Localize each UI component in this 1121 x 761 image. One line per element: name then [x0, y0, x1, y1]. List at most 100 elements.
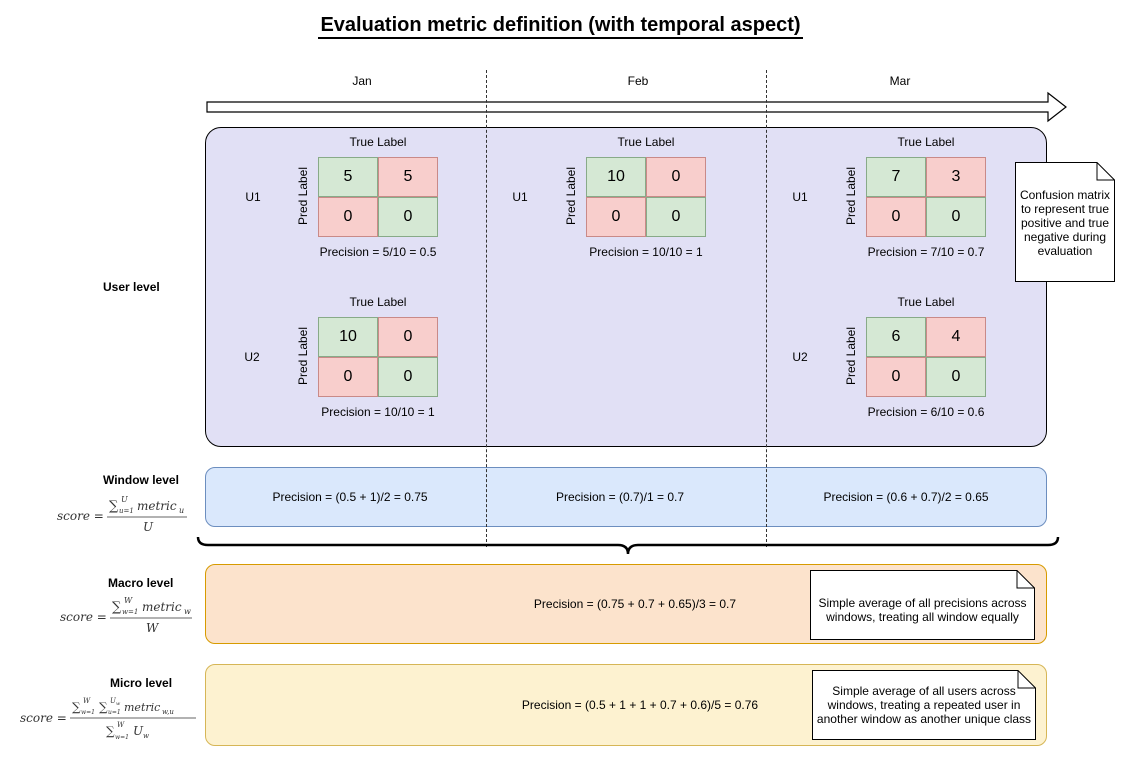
- mar-u2-pred-label: Pred Label: [844, 326, 858, 386]
- timeline-arrow: [206, 91, 1067, 123]
- window-feb-precision: Precision = (0.7)/1 = 0.7: [555, 490, 685, 504]
- micro-formula-sum1-sup: W: [83, 697, 91, 705]
- jan-u1-precision: Precision = 5/10 = 0.5: [319, 245, 437, 259]
- feb-u1-confusion-matrix: 10 0 0 0: [586, 157, 706, 237]
- macro-level-label: Macro level: [108, 576, 174, 590]
- diagram-title-text: Evaluation metric definition (with tempo…: [318, 14, 803, 39]
- jan-u1-cell-fp: 5: [378, 157, 438, 197]
- mar-u2-precision: Precision = 6/10 = 0.6: [867, 405, 985, 419]
- jan-u2-cell-tn: 0: [378, 357, 438, 397]
- mar-u1-confusion-matrix: 7 3 0 0: [866, 157, 986, 237]
- micro-formula-den-sum: ∑: [106, 724, 115, 738]
- window-formula-sum: ∑: [109, 499, 119, 514]
- jan-u2-pred-label: Pred Label: [296, 326, 310, 386]
- month-label-feb: Feb: [627, 74, 649, 88]
- jan-u1-cell-fn: 0: [318, 197, 378, 237]
- jan-u2-user-label: U2: [244, 350, 260, 364]
- macro-precision: Precision = (0.75 + 0.7 + 0.65)/3 = 0.7: [533, 597, 737, 611]
- feb-u1-cell-fp: 0: [646, 157, 706, 197]
- window-level-band: [205, 467, 1047, 527]
- mar-u1-precision: Precision = 7/10 = 0.7: [867, 245, 985, 259]
- mar-u2-cell-tp: 6: [866, 317, 926, 357]
- feb-u1-pred-label: Pred Label: [564, 166, 578, 226]
- micro-formula-term: metric: [124, 701, 160, 714]
- window-jan-precision: Precision = (0.5 + 1)/2 = 0.75: [272, 490, 428, 504]
- mar-u1-user-label: U1: [792, 190, 808, 204]
- confusion-matrix-note: Confusion matrix to represent true posit…: [1015, 162, 1115, 282]
- mar-u1-cell-fn: 0: [866, 197, 926, 237]
- window-formula-lhs: score =: [57, 509, 104, 523]
- jan-u2-cell-fp: 0: [378, 317, 438, 357]
- macro-formula-term-sub: w: [184, 607, 191, 616]
- mar-u1-true-label: True Label: [897, 135, 955, 149]
- micro-formula-sum1-sub: w=1: [81, 709, 95, 716]
- jan-u2-cell-fn: 0: [318, 357, 378, 397]
- user-level-label: User level: [103, 280, 160, 294]
- mar-u1-pred-label: Pred Label: [844, 166, 858, 226]
- diagram-title: Evaluation metric definition (with tempo…: [0, 14, 1121, 39]
- grouping-brace: [196, 536, 1060, 555]
- micro-formula-term-sub: w,u: [162, 708, 174, 716]
- macro-note-text: Simple average of all precisions across …: [818, 596, 1027, 624]
- micro-note: Simple average of all users across windo…: [812, 670, 1036, 740]
- window-formula-sum-sub: u=1: [119, 507, 134, 515]
- jan-u2-cell-tp: 10: [318, 317, 378, 357]
- micro-note-text: Simple average of all users across windo…: [816, 684, 1032, 726]
- feb-u1-true-label: True Label: [617, 135, 675, 149]
- micro-formula-den-sub: w=1: [115, 734, 129, 741]
- jan-u1-cell-tn: 0: [378, 197, 438, 237]
- feb-u1-precision: Precision = 10/10 = 1: [589, 245, 703, 259]
- confusion-matrix-note-text: Confusion matrix to represent true posit…: [1019, 188, 1111, 258]
- mar-u2-user-label: U2: [792, 350, 808, 364]
- jan-u1-user-label: U1: [245, 190, 261, 204]
- jan-u1-true-label: True Label: [349, 135, 407, 149]
- micro-precision: Precision = (0.5 + 1 + 1 + 0.7 + 0.6)/5 …: [521, 698, 759, 712]
- micro-formula-sum2-sub: u=1: [108, 709, 121, 716]
- window-formula: score = ∑ U u=1 metric u U: [57, 494, 197, 541]
- mar-u2-true-label: True Label: [897, 295, 955, 309]
- mar-u2-confusion-matrix: 6 4 0 0: [866, 317, 986, 397]
- mar-u2-cell-fp: 4: [926, 317, 986, 357]
- micro-formula-den-term-sub: w: [143, 732, 149, 740]
- mar-u1-cell-tp: 7: [866, 157, 926, 197]
- mar-u1-cell-tn: 0: [926, 197, 986, 237]
- macro-note: Simple average of all precisions across …: [810, 570, 1035, 640]
- micro-formula-den-term: U: [133, 724, 144, 738]
- macro-formula-lhs: score =: [60, 610, 107, 624]
- month-label-jan: Jan: [352, 74, 372, 88]
- micro-formula-sum2-sup-sub: w: [116, 701, 121, 707]
- macro-formula: score = ∑ W w=1 metric w W: [60, 596, 200, 643]
- mar-u1-cell-fp: 3: [926, 157, 986, 197]
- window-formula-sum-sup: U: [121, 495, 128, 504]
- micro-formula-lhs: score =: [20, 711, 67, 725]
- jan-u1-cell-tp: 5: [318, 157, 378, 197]
- jan-u2-confusion-matrix: 10 0 0 0: [318, 317, 438, 397]
- micro-formula-sum2: ∑: [99, 700, 108, 714]
- feb-u1-cell-fn: 0: [586, 197, 646, 237]
- jan-u1-confusion-matrix: 5 5 0 0: [318, 157, 438, 237]
- micro-formula-den-sup: W: [117, 721, 125, 729]
- micro-formula-sum2-sup: U: [110, 697, 117, 705]
- jan-u2-precision: Precision = 10/10 = 1: [321, 405, 435, 419]
- macro-formula-den: W: [146, 621, 160, 635]
- mar-u2-cell-tn: 0: [926, 357, 986, 397]
- feb-u1-user-label: U1: [512, 190, 528, 204]
- window-level-label: Window level: [103, 473, 179, 487]
- feb-u1-cell-tp: 10: [586, 157, 646, 197]
- feb-u1-cell-tn: 0: [646, 197, 706, 237]
- window-formula-den: U: [143, 520, 154, 534]
- window-mar-precision: Precision = (0.6 + 0.7)/2 = 0.65: [823, 490, 989, 504]
- separator-feb-mar: [766, 70, 767, 547]
- micro-formula: score = ∑ W w=1 ∑ U w u=1 metric w,u ∑ W…: [20, 696, 200, 747]
- month-label-mar: Mar: [889, 74, 911, 88]
- jan-u1-pred-label: Pred Label: [296, 166, 310, 226]
- mar-u2-cell-fn: 0: [866, 357, 926, 397]
- macro-formula-sum: ∑: [112, 600, 122, 615]
- micro-level-label: Micro level: [110, 676, 173, 690]
- window-formula-term: metric: [137, 499, 177, 513]
- macro-formula-term: metric: [142, 600, 182, 614]
- macro-formula-sum-sub: w=1: [122, 608, 138, 616]
- jan-u2-true-label: True Label: [349, 295, 407, 309]
- macro-formula-sum-sup: W: [124, 596, 133, 605]
- separator-jan-feb: [486, 70, 487, 547]
